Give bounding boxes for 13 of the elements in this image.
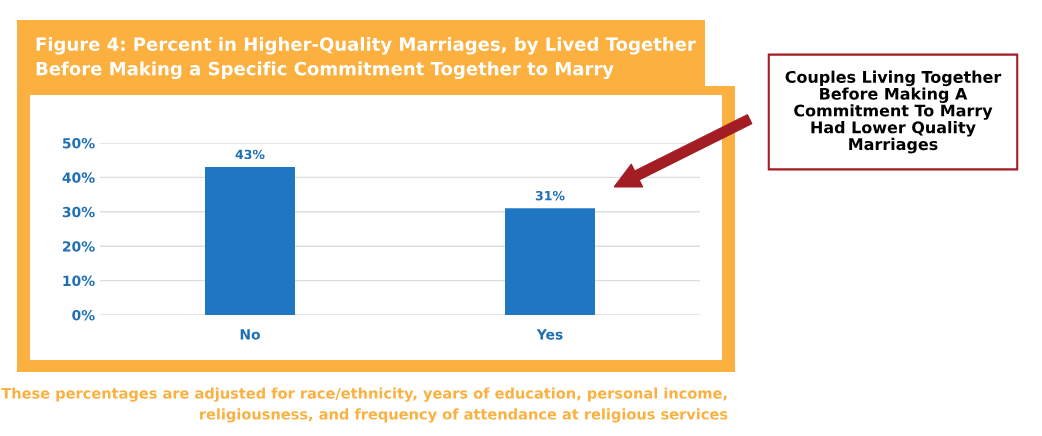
y-tick-label: 50% — [62, 137, 95, 149]
text: These percentages are adjusted for race/ethnicity, years of education, personal income, religiousness, and frequency of attendance at religious services — [1, 387, 728, 423]
data-label: 43% — [235, 149, 265, 160]
x-tick-label: Yes — [536, 329, 563, 340]
y-tick-label: 10% — [63, 275, 95, 287]
data-label: 31% — [535, 190, 565, 201]
y-tick-label: 0% — [72, 309, 95, 321]
y-tick-label: 30% — [62, 206, 95, 218]
y-tick-label: 20% — [62, 241, 95, 252]
x-tick-label: No — [240, 329, 260, 340]
y-tick-label: 40% — [62, 172, 95, 183]
text: Couples Living Together Before Making A Commitment To Marry Had Lower Quality Marriages — [785, 70, 1002, 154]
chart-title: Figure 4: Percent in Higher-Quality Marriages, by Lived Together Before Making a Specific Commitment Together to Marry — [36, 36, 696, 80]
